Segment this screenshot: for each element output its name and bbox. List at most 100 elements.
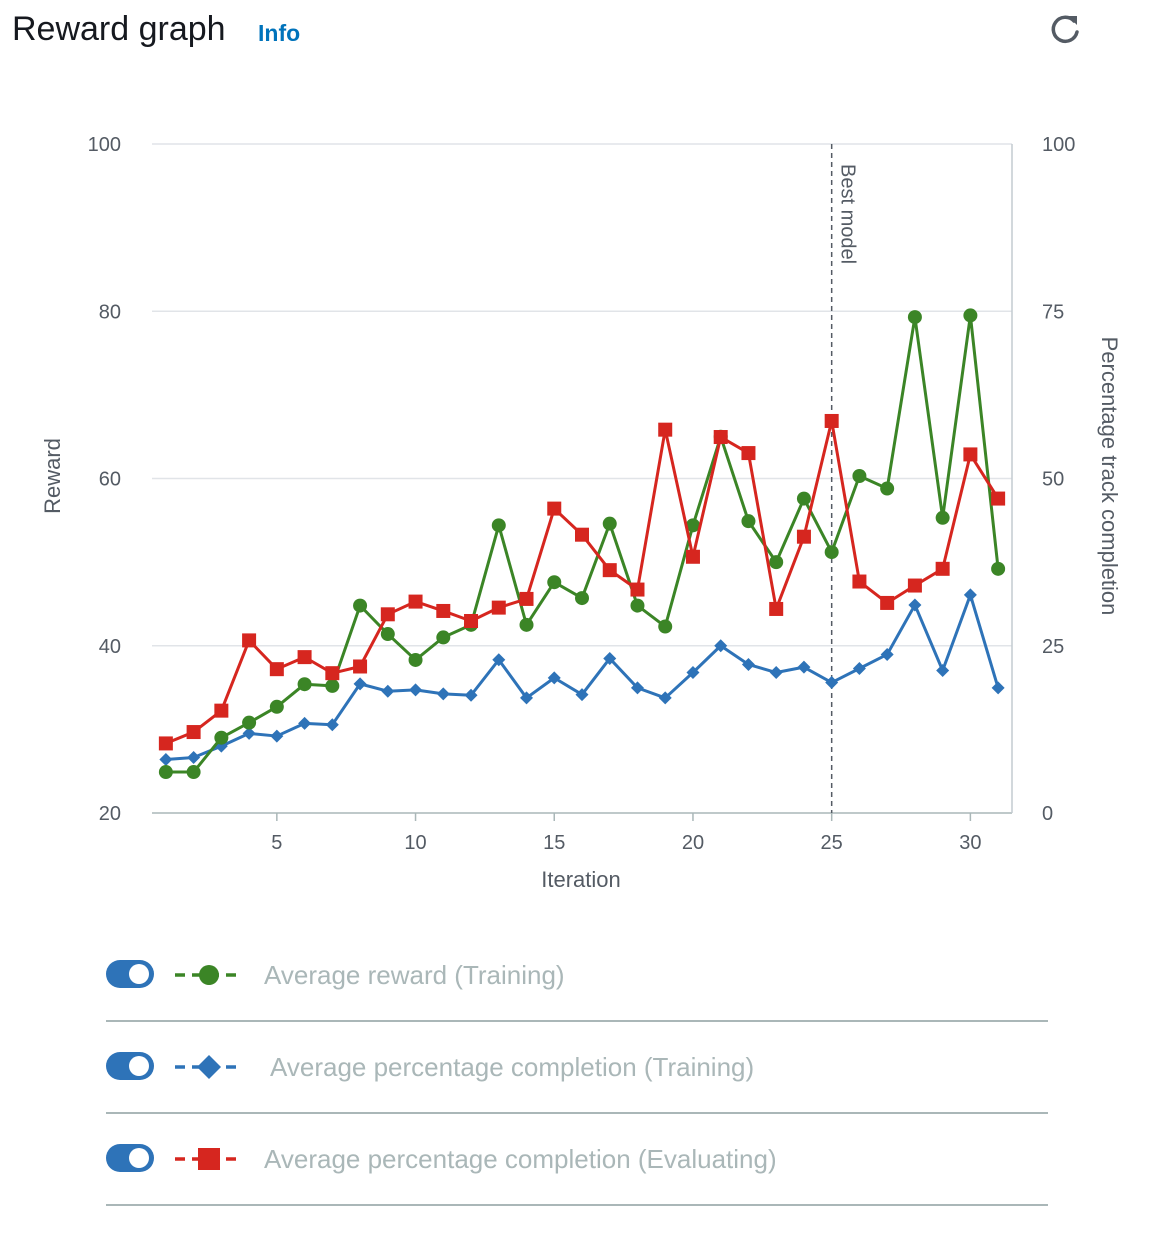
data-point <box>741 657 755 671</box>
data-point <box>658 619 673 634</box>
legend: Average reward (Training) Average percen… <box>106 930 1048 1206</box>
info-link[interactable]: Info <box>258 20 301 46</box>
data-point <box>158 736 173 751</box>
refresh-icon[interactable] <box>1044 10 1084 50</box>
data-point <box>991 561 1006 576</box>
data-point <box>298 716 312 730</box>
y2-tick-label: 75 <box>1042 301 1064 323</box>
x-tick-label: 10 <box>404 832 426 854</box>
data-point <box>658 422 673 437</box>
data-point <box>409 683 423 697</box>
y-tick-label: 80 <box>99 301 121 323</box>
data-point <box>436 603 451 618</box>
data-point <box>602 563 617 578</box>
y-tick-label: 40 <box>99 636 121 658</box>
data-point <box>353 659 368 674</box>
data-point <box>325 718 339 732</box>
data-point <box>769 555 784 570</box>
data-point <box>380 627 395 642</box>
toggle-on-icon[interactable] <box>106 960 154 988</box>
series-diamond <box>159 588 1005 766</box>
data-point <box>603 651 617 665</box>
reward-chart: 20 40 60 80 100 0 25 50 75 100 5 10 15 20 25 30 Best mod… <box>40 134 1122 892</box>
data-point <box>297 677 312 692</box>
x-tick-label: 25 <box>821 832 843 854</box>
x-tick-label: 20 <box>682 832 704 854</box>
series-line <box>165 593 1000 761</box>
data-point <box>186 765 201 780</box>
x-tick-label: 5 <box>271 832 282 854</box>
data-point <box>935 561 950 576</box>
data-point <box>630 598 645 613</box>
legend-marker <box>199 965 219 985</box>
legend-item-average-percentage-completion-evaluating: Average percentage completion (Evaluatin… <box>106 1114 1048 1206</box>
x-tick-label: 15 <box>543 832 565 854</box>
x-axis-title: Iteration <box>541 867 621 892</box>
page-title: Reward graph <box>12 10 226 48</box>
data-point <box>575 688 589 702</box>
data-point <box>824 413 839 428</box>
y-tick-label: 60 <box>99 469 121 491</box>
data-point <box>464 613 479 628</box>
data-point <box>519 617 534 632</box>
legend-item-average-reward-training: Average reward (Training) <box>106 930 1048 1022</box>
data-point <box>353 598 368 613</box>
toggle-on-icon[interactable] <box>106 1052 154 1080</box>
data-point <box>575 591 589 606</box>
data-point <box>685 518 700 533</box>
data-point <box>491 518 506 533</box>
data-point <box>963 588 977 602</box>
data-point <box>159 752 173 766</box>
data-point <box>796 491 811 506</box>
red-square-legend-icon <box>175 1148 243 1170</box>
green-circle-legend-icon <box>175 965 243 985</box>
data-point <box>325 678 340 693</box>
data-point <box>936 664 950 678</box>
x-tick-label: 30 <box>959 832 981 854</box>
series-layer <box>158 308 1006 780</box>
y2-tick-label: 0 <box>1042 803 1053 825</box>
data-point <box>880 647 894 661</box>
y2-tick-label: 100 <box>1042 134 1075 156</box>
toggle-on-icon[interactable] <box>106 1144 154 1172</box>
data-point <box>907 578 922 593</box>
legend-marker <box>197 1055 221 1079</box>
data-point <box>408 594 423 609</box>
legend-label: Average percentage completion (Training) <box>270 1052 755 1082</box>
data-point <box>685 549 700 564</box>
data-point <box>880 481 895 496</box>
data-point <box>464 688 478 702</box>
data-point <box>186 725 201 740</box>
data-point <box>880 595 895 610</box>
data-point <box>658 691 672 705</box>
data-point <box>269 699 284 714</box>
legend-marker <box>198 1148 220 1170</box>
data-point <box>269 662 284 677</box>
data-point <box>991 681 1005 695</box>
data-point <box>214 730 229 745</box>
data-point <box>769 601 784 616</box>
data-point <box>991 491 1006 506</box>
data-point <box>852 661 866 675</box>
grid-lines <box>152 143 1012 647</box>
y2-axis-title: Percentage track completion <box>1097 337 1122 616</box>
data-point <box>242 715 257 730</box>
y2-tick-label: 25 <box>1042 636 1064 658</box>
data-point <box>519 591 534 606</box>
data-point <box>547 575 562 590</box>
data-point <box>547 671 561 685</box>
y-tick-label: 20 <box>99 803 121 825</box>
data-point <box>769 666 783 680</box>
data-point <box>436 630 451 645</box>
data-point <box>436 687 450 701</box>
data-point <box>325 666 340 681</box>
axes: 20 40 60 80 100 0 25 50 75 100 5 10 15 20 25 30 Best mod… <box>88 134 1076 854</box>
legend-label: Average reward (Training) <box>264 960 565 990</box>
data-point <box>907 310 922 325</box>
toggle-knob <box>129 964 149 984</box>
data-point <box>741 446 756 461</box>
data-point <box>741 514 756 529</box>
panel-header: Reward graph Info <box>12 8 1140 58</box>
best-model-label: Best model <box>837 164 859 264</box>
series-line <box>165 313 1000 774</box>
